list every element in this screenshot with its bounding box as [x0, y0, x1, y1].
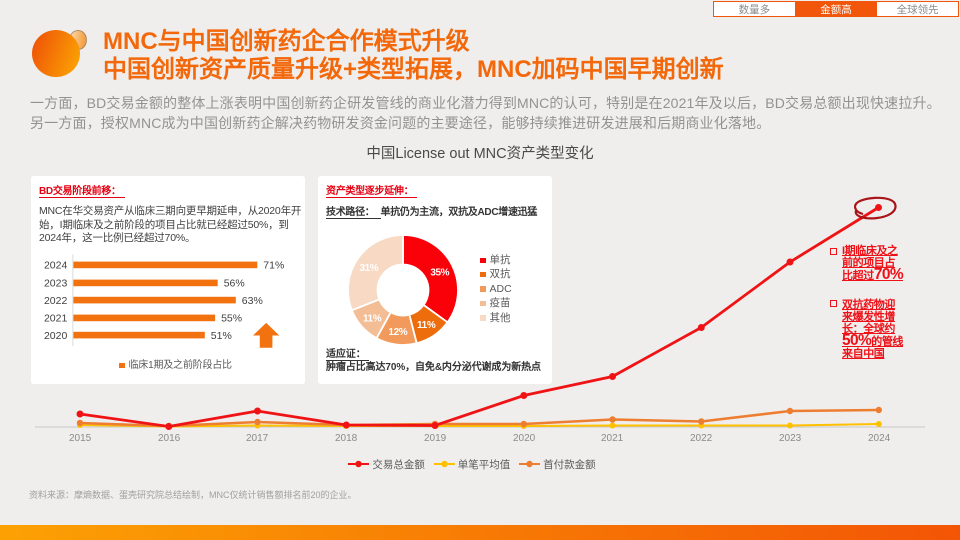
svg-text:56%: 56% — [224, 278, 245, 290]
svg-text:2022: 2022 — [44, 295, 68, 307]
svg-text:11%: 11% — [417, 320, 436, 331]
svg-text:2023: 2023 — [44, 278, 68, 290]
svg-text:12%: 12% — [388, 327, 407, 338]
svg-text:31%: 31% — [359, 263, 378, 274]
svg-text:2024: 2024 — [44, 260, 68, 272]
svg-text:55%: 55% — [221, 313, 242, 325]
svg-text:2020: 2020 — [44, 330, 68, 342]
svg-text:11%: 11% — [363, 313, 382, 324]
svg-text:35%: 35% — [430, 267, 449, 278]
svg-text:2021: 2021 — [44, 313, 68, 325]
svg-text:51%: 51% — [211, 330, 232, 342]
svg-text:71%: 71% — [263, 260, 284, 272]
svg-text:63%: 63% — [242, 295, 263, 307]
